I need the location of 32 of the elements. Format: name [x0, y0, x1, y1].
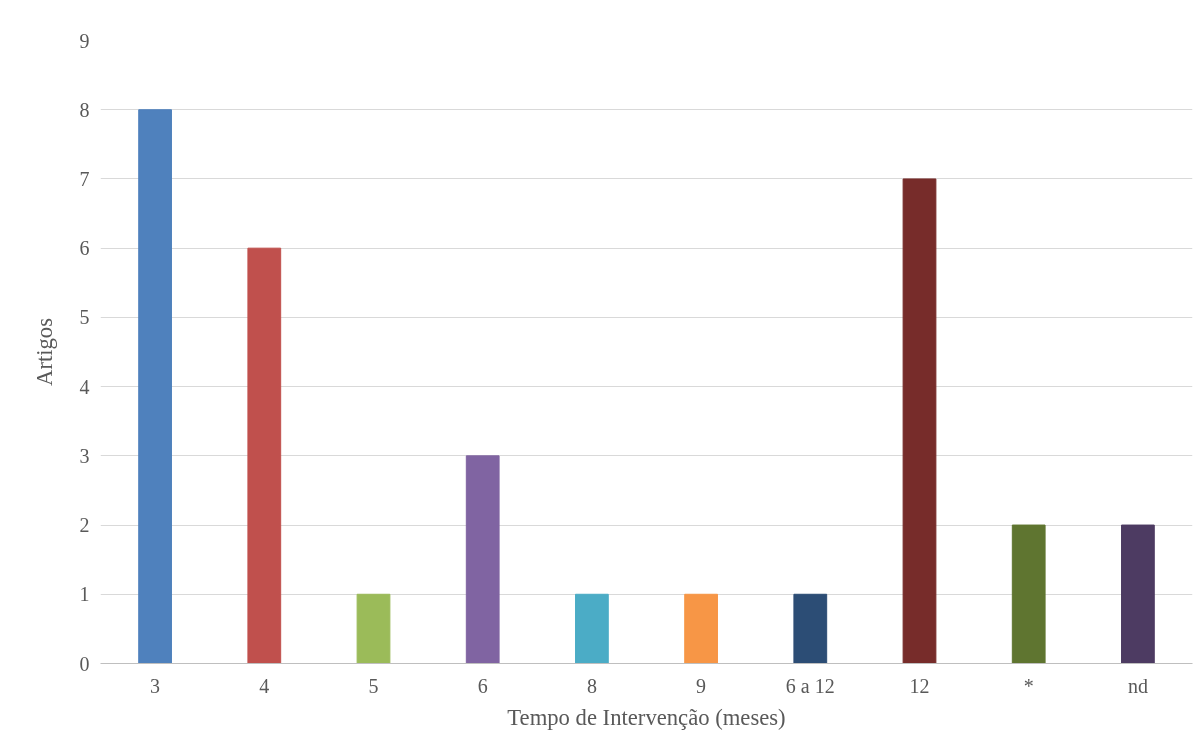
x-tick-label: 5: [368, 674, 379, 697]
bar: [138, 109, 172, 664]
bar: [684, 593, 718, 664]
bar: [1121, 524, 1155, 664]
y-tick-label: 3: [79, 444, 90, 467]
x-tick-label: 4: [259, 674, 270, 697]
bar: [575, 593, 609, 664]
x-tick-label: 3: [150, 674, 161, 697]
bar: [793, 593, 828, 664]
x-tick-label: 9: [696, 674, 707, 697]
y-tick-label: 7: [79, 167, 90, 190]
y-tick-label: 6: [79, 237, 90, 260]
y-tick-label: 8: [79, 98, 90, 121]
bar: [465, 455, 500, 664]
x-tick-label: 6 a 12: [785, 674, 835, 697]
y-tick-label: 4: [79, 375, 90, 398]
y-tick-label: 0: [79, 652, 90, 675]
y-tick-label: 9: [79, 29, 90, 52]
x-tick-label: 6: [477, 674, 488, 697]
x-tick-label: nd: [1127, 674, 1148, 697]
x-axis-title: Tempo de Intervenção (meses): [507, 704, 786, 730]
bar: [1011, 524, 1046, 664]
x-tick-label: 12: [909, 674, 930, 697]
bar: [247, 247, 282, 664]
bar: [902, 178, 937, 664]
y-tick-label: 5: [79, 306, 90, 329]
y-axis-title: Artigos: [31, 318, 57, 386]
x-tick-label: 8: [586, 674, 597, 697]
bar: [356, 593, 391, 664]
y-tick-label: 2: [79, 514, 90, 537]
y-tick-label: 1: [79, 583, 90, 606]
x-tick-label: *: [1023, 674, 1034, 697]
